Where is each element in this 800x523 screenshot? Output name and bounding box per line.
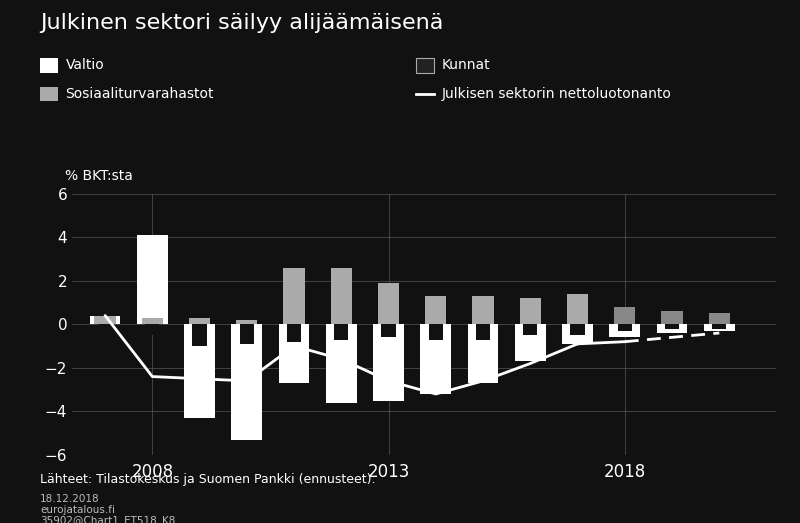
Text: 18.12.2018: 18.12.2018 xyxy=(40,494,100,504)
Bar xyxy=(704,324,734,331)
Bar xyxy=(523,324,538,335)
Bar xyxy=(231,324,262,440)
Bar xyxy=(98,324,112,331)
Text: Lähteet: Tilastokeskus ja Suomen Pankki (ennusteet).: Lähteet: Tilastokeskus ja Suomen Pankki … xyxy=(40,473,375,486)
Bar xyxy=(468,324,498,383)
Bar xyxy=(374,324,404,401)
Bar xyxy=(421,324,451,394)
Bar xyxy=(382,324,396,337)
Bar xyxy=(520,298,541,324)
Bar xyxy=(665,324,679,328)
Bar xyxy=(657,324,687,333)
Bar xyxy=(429,324,443,339)
Text: Julkinen sektori säilyy alijäämäisenä: Julkinen sektori säilyy alijäämäisenä xyxy=(40,13,443,33)
Bar xyxy=(287,324,301,342)
Bar xyxy=(142,317,163,324)
Bar xyxy=(614,307,635,324)
Bar xyxy=(425,296,446,324)
Bar xyxy=(618,324,632,331)
Bar xyxy=(278,324,310,383)
Bar xyxy=(378,283,399,324)
Bar xyxy=(326,324,357,403)
Text: eurojatalous.fi: eurojatalous.fi xyxy=(40,505,115,515)
Bar xyxy=(709,313,730,324)
Bar xyxy=(610,324,640,337)
Text: 35902@Chart1_ET518_K8: 35902@Chart1_ET518_K8 xyxy=(40,515,175,523)
Bar xyxy=(476,324,490,339)
Bar xyxy=(236,320,258,324)
Bar xyxy=(567,294,588,324)
Bar xyxy=(146,324,159,335)
Bar xyxy=(137,235,168,324)
Bar xyxy=(330,268,352,324)
Bar xyxy=(240,324,254,344)
Bar xyxy=(94,315,116,324)
Text: Sosiaaliturvarahastot: Sosiaaliturvarahastot xyxy=(66,87,214,101)
Text: % BKT:sta: % BKT:sta xyxy=(65,169,133,183)
Bar xyxy=(90,315,121,324)
Bar xyxy=(184,324,215,418)
Bar xyxy=(283,268,305,324)
Bar xyxy=(334,324,349,339)
Bar xyxy=(562,324,593,344)
Text: Valtio: Valtio xyxy=(66,59,104,72)
Bar xyxy=(189,317,210,324)
Bar xyxy=(515,324,546,361)
Bar xyxy=(473,296,494,324)
Bar xyxy=(712,324,726,328)
Text: Julkisen sektorin nettoluotonanto: Julkisen sektorin nettoluotonanto xyxy=(442,87,671,101)
Bar xyxy=(193,324,206,346)
Bar xyxy=(662,311,682,324)
Bar xyxy=(570,324,585,335)
Text: Kunnat: Kunnat xyxy=(442,59,490,72)
